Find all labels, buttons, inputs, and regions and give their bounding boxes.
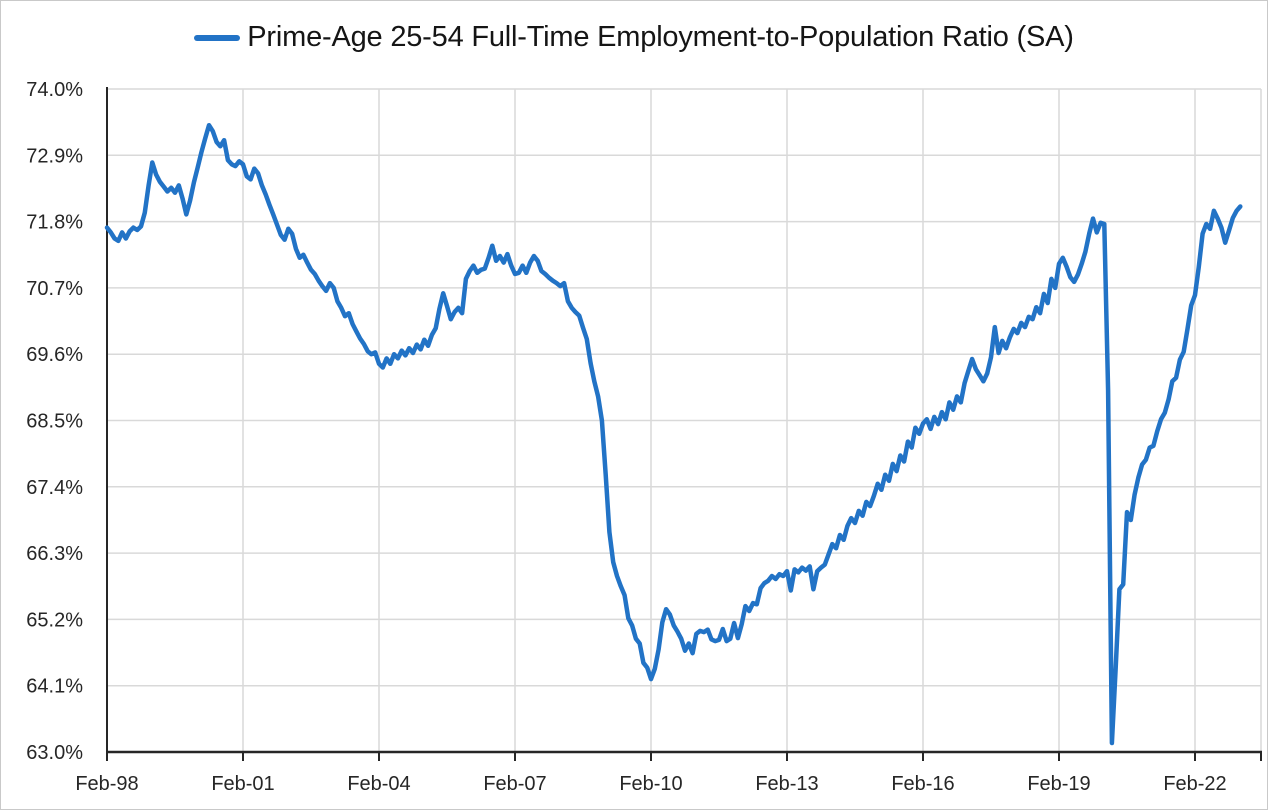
y-tick-label: 66.3% <box>26 543 83 565</box>
x-tick-label: Feb-19 <box>1027 773 1090 795</box>
x-tick-label: Feb-22 <box>1163 773 1226 795</box>
y-tick-label: 67.4% <box>26 477 83 499</box>
y-tick-label: 70.7% <box>26 278 83 300</box>
y-tick-label: 63.0% <box>26 742 83 764</box>
y-axis-labels: 74.0% 72.9% 71.8% 70.7% 69.6% 68.5% 67.4% 66.3%… <box>26 79 83 764</box>
gridlines <box>107 88 1262 752</box>
legend-line-swatch <box>194 34 241 41</box>
y-tick-label: 72.9% <box>26 145 83 167</box>
legend-label: Prime-Age 25-54 Full-Time Employment-to-… <box>247 21 1074 53</box>
series-line <box>104 122 1243 746</box>
y-tick-label: 71.8% <box>26 212 83 234</box>
y-tick-label: 69.6% <box>26 344 83 366</box>
y-tick-label: 64.1% <box>26 676 83 698</box>
y-tick-label: 74.0% <box>26 79 83 101</box>
x-tick-label: Feb-16 <box>891 773 954 795</box>
legend: Prime-Age 25-54 Full-Time Employment-to-… <box>1 21 1267 54</box>
x-tick-label: Feb-04 <box>347 773 410 795</box>
x-tick-label: Feb-01 <box>211 773 274 795</box>
x-tick-label: Feb-07 <box>483 773 546 795</box>
x-tick-label: Feb-13 <box>755 773 818 795</box>
y-tick-label: 65.2% <box>26 609 83 631</box>
y-tick-label: 68.5% <box>26 411 83 433</box>
axis-ticks <box>106 752 1262 761</box>
x-tick-label: Feb-98 <box>75 773 138 795</box>
x-tick-label: Feb-10 <box>619 773 682 795</box>
axes <box>106 87 1262 754</box>
x-axis-labels: Feb-98 Feb-01 Feb-04 Feb-07 Feb-10 Feb-13 Feb-… <box>75 773 1226 795</box>
